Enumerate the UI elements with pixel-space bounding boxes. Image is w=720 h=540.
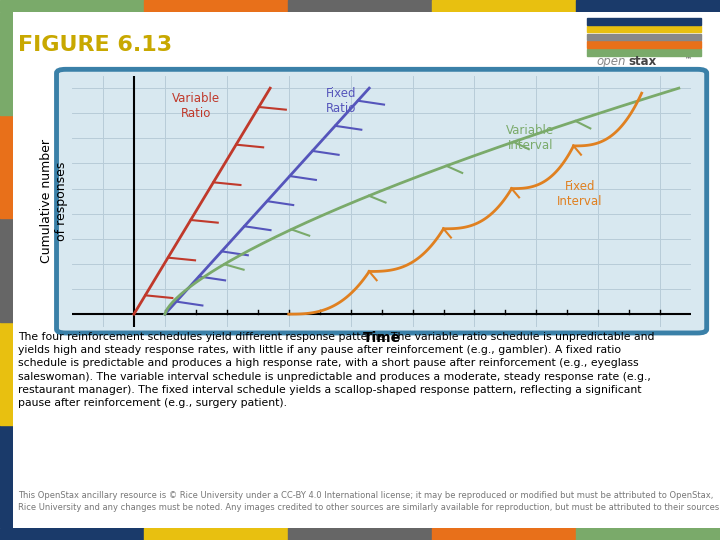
Bar (0, 115, 13, 218)
Bar (0, 425, 13, 528)
Bar (576, 528, 720, 540)
Bar (587, 49, 701, 56)
Text: Variable
Ratio: Variable Ratio (172, 92, 220, 120)
Bar (0, 0, 144, 12)
Text: COLLEGE: COLLEGE (606, 68, 647, 76)
FancyBboxPatch shape (57, 69, 707, 333)
Bar (587, 33, 701, 40)
Bar (0, 528, 144, 540)
Text: Fixed
Interval: Fixed Interval (557, 180, 603, 207)
Bar (288, 0, 432, 12)
Y-axis label: Cumulative number
of responses: Cumulative number of responses (40, 139, 68, 263)
Bar (587, 42, 701, 48)
Bar (144, 0, 288, 12)
Text: open: open (597, 55, 626, 68)
Bar (432, 528, 576, 540)
Text: This OpenStax ancillary resource is © Rice University under a CC-BY 4.0 Internat: This OpenStax ancillary resource is © Ri… (18, 491, 720, 511)
Text: ™: ™ (685, 56, 692, 62)
Text: Variable
Interval: Variable Interval (506, 124, 554, 152)
Bar (288, 528, 432, 540)
Bar (576, 0, 720, 12)
Bar (587, 18, 701, 24)
Text: Fixed
Ratio: Fixed Ratio (326, 87, 356, 114)
X-axis label: Time: Time (363, 331, 400, 345)
Bar (0, 322, 13, 425)
Bar (0, 218, 13, 322)
Bar (144, 528, 288, 540)
Bar (432, 0, 576, 12)
Text: stax: stax (628, 55, 656, 68)
Bar (0, 12, 13, 115)
Text: The four reinforcement schedules yield different response patterns. The variable: The four reinforcement schedules yield d… (18, 332, 654, 408)
Bar (587, 26, 701, 32)
Text: FIGURE 6.13: FIGURE 6.13 (18, 35, 172, 56)
